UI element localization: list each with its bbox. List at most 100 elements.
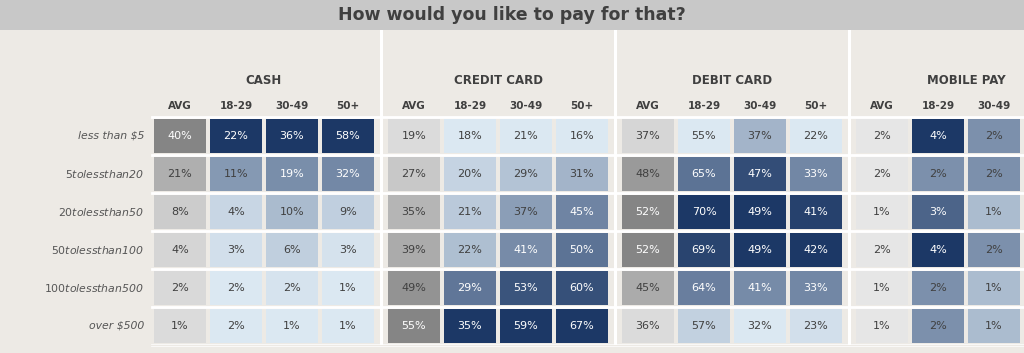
Bar bbox=[210, 309, 262, 343]
Bar bbox=[500, 195, 552, 229]
Bar bbox=[912, 233, 964, 267]
Bar bbox=[968, 233, 1020, 267]
Bar bbox=[678, 233, 730, 267]
Text: 1%: 1% bbox=[873, 283, 891, 293]
Text: 55%: 55% bbox=[691, 131, 717, 141]
Text: 31%: 31% bbox=[569, 169, 594, 179]
Bar bbox=[678, 157, 730, 191]
Text: $5 to less than $20: $5 to less than $20 bbox=[66, 168, 144, 180]
Text: 50+: 50+ bbox=[336, 101, 359, 111]
Bar bbox=[154, 271, 206, 305]
Bar bbox=[444, 195, 496, 229]
Text: AVG: AVG bbox=[168, 101, 191, 111]
Text: 48%: 48% bbox=[636, 169, 660, 179]
Text: 18-29: 18-29 bbox=[219, 101, 253, 111]
Bar bbox=[734, 309, 786, 343]
Text: CREDIT CARD: CREDIT CARD bbox=[454, 74, 543, 88]
Text: 1%: 1% bbox=[873, 321, 891, 331]
Text: 58%: 58% bbox=[336, 131, 360, 141]
Bar bbox=[154, 157, 206, 191]
Text: 49%: 49% bbox=[748, 245, 772, 255]
Text: 9%: 9% bbox=[339, 207, 357, 217]
Text: 30-49: 30-49 bbox=[743, 101, 776, 111]
Text: 1%: 1% bbox=[339, 283, 356, 293]
Text: 3%: 3% bbox=[227, 245, 245, 255]
Bar bbox=[322, 271, 374, 305]
Text: 1%: 1% bbox=[985, 283, 1002, 293]
Text: 22%: 22% bbox=[804, 131, 828, 141]
Text: 2%: 2% bbox=[227, 283, 245, 293]
Bar bbox=[622, 309, 674, 343]
Text: 36%: 36% bbox=[280, 131, 304, 141]
Text: 50+: 50+ bbox=[805, 101, 827, 111]
Text: 39%: 39% bbox=[401, 245, 426, 255]
Text: 30-49: 30-49 bbox=[509, 101, 543, 111]
Text: 2%: 2% bbox=[929, 321, 947, 331]
Text: 29%: 29% bbox=[458, 283, 482, 293]
Text: 52%: 52% bbox=[636, 245, 660, 255]
Text: 50%: 50% bbox=[569, 245, 594, 255]
Bar bbox=[444, 233, 496, 267]
Text: 4%: 4% bbox=[171, 245, 188, 255]
Bar bbox=[556, 119, 608, 153]
Text: 2%: 2% bbox=[171, 283, 188, 293]
Text: 52%: 52% bbox=[636, 207, 660, 217]
Text: 2%: 2% bbox=[227, 321, 245, 331]
Text: How would you like to pay for that?: How would you like to pay for that? bbox=[338, 6, 686, 24]
Bar bbox=[734, 233, 786, 267]
Text: 23%: 23% bbox=[804, 321, 828, 331]
Bar bbox=[622, 233, 674, 267]
Text: $50 to less than $100: $50 to less than $100 bbox=[51, 244, 144, 256]
Bar bbox=[210, 157, 262, 191]
Text: 49%: 49% bbox=[748, 207, 772, 217]
Bar bbox=[210, 119, 262, 153]
Text: 41%: 41% bbox=[748, 283, 772, 293]
Text: 1%: 1% bbox=[339, 321, 356, 331]
Bar bbox=[790, 271, 842, 305]
Text: 19%: 19% bbox=[280, 169, 304, 179]
Bar bbox=[388, 119, 440, 153]
Text: $100 to less than $500: $100 to less than $500 bbox=[44, 282, 144, 294]
Text: AVG: AVG bbox=[636, 101, 659, 111]
Text: 11%: 11% bbox=[223, 169, 248, 179]
Bar bbox=[556, 195, 608, 229]
Bar bbox=[912, 195, 964, 229]
Text: 55%: 55% bbox=[401, 321, 426, 331]
Bar bbox=[500, 309, 552, 343]
Text: 45%: 45% bbox=[636, 283, 660, 293]
Text: 69%: 69% bbox=[691, 245, 717, 255]
Text: 42%: 42% bbox=[804, 245, 828, 255]
Text: 10%: 10% bbox=[280, 207, 304, 217]
Text: 49%: 49% bbox=[401, 283, 426, 293]
Bar bbox=[444, 309, 496, 343]
Bar bbox=[154, 119, 206, 153]
Bar bbox=[388, 195, 440, 229]
Bar bbox=[500, 119, 552, 153]
Bar bbox=[444, 119, 496, 153]
Text: 4%: 4% bbox=[929, 245, 947, 255]
Bar bbox=[622, 157, 674, 191]
Text: 4%: 4% bbox=[929, 131, 947, 141]
Text: 30-49: 30-49 bbox=[275, 101, 308, 111]
Text: $20 to less than $50: $20 to less than $50 bbox=[58, 206, 144, 218]
Bar bbox=[266, 233, 318, 267]
Bar bbox=[154, 195, 206, 229]
Text: 2%: 2% bbox=[985, 245, 1002, 255]
Bar bbox=[500, 233, 552, 267]
Text: 21%: 21% bbox=[458, 207, 482, 217]
Text: 33%: 33% bbox=[804, 283, 828, 293]
Text: 67%: 67% bbox=[569, 321, 594, 331]
Bar bbox=[500, 157, 552, 191]
Text: 2%: 2% bbox=[873, 131, 891, 141]
Text: 1%: 1% bbox=[985, 321, 1002, 331]
Text: 36%: 36% bbox=[636, 321, 660, 331]
Bar bbox=[266, 309, 318, 343]
Bar bbox=[388, 157, 440, 191]
Bar bbox=[266, 271, 318, 305]
Bar bbox=[678, 271, 730, 305]
Bar bbox=[210, 233, 262, 267]
Text: 2%: 2% bbox=[929, 169, 947, 179]
Text: 21%: 21% bbox=[168, 169, 193, 179]
Text: 18-29: 18-29 bbox=[687, 101, 721, 111]
Bar bbox=[556, 157, 608, 191]
